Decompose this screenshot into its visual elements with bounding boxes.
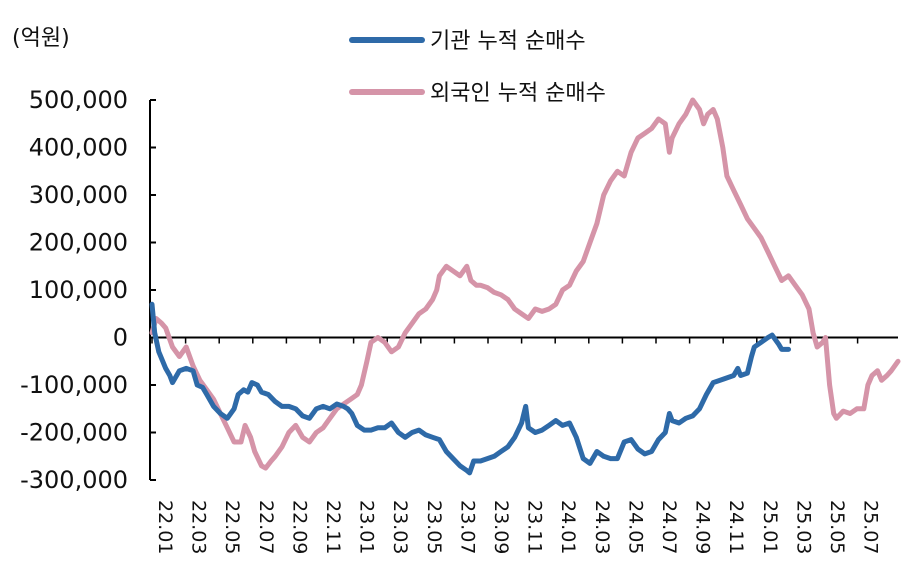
series-layer <box>149 97 901 476</box>
y-tick-label: -300,000 <box>20 466 128 494</box>
x-tick-label: 23.07 <box>456 500 478 554</box>
x-tick-label: 22.07 <box>255 500 277 554</box>
x-tick-label: 25.05 <box>826 500 848 554</box>
x-tick-label: 24.07 <box>658 500 680 554</box>
x-axis: 22.01 22.03 22.05 22.07 22.09 22.11 23.01 23.03… <box>150 336 898 554</box>
x-tick-label: 24.01 <box>557 500 579 554</box>
legend-label-institution: 기관 누적 순매수 <box>430 29 586 54</box>
x-tick-label: 23.09 <box>490 500 512 554</box>
y-tick-label: 0 <box>113 324 128 352</box>
x-tick-label: 23.11 <box>524 500 546 554</box>
x-tick-label: 22.09 <box>288 500 310 554</box>
y-tick-label: -100,000 <box>20 371 128 399</box>
unit-label: (억원) <box>12 26 70 51</box>
x-tick-label: 22.11 <box>322 500 344 554</box>
series-line-foreign <box>149 97 901 471</box>
y-tick-label: 400,000 <box>29 134 128 162</box>
legend: 기관 누적 순매수 외국인 누적 순매수 <box>349 29 606 106</box>
x-tick-label: 23.01 <box>356 500 378 554</box>
x-tick-label: 25.03 <box>792 500 814 554</box>
y-tick-label: 100,000 <box>29 276 128 304</box>
x-tick-label: 24.09 <box>692 500 714 554</box>
y-tick-label: -200,000 <box>20 419 128 447</box>
x-tick-label: 25.01 <box>759 500 781 554</box>
legend-label-foreign: 외국인 누적 순매수 <box>430 81 606 106</box>
x-tick-label: 25.07 <box>860 500 882 554</box>
x-tick-label: 24.05 <box>624 500 646 554</box>
series-line-institution <box>149 301 791 476</box>
x-tick-label: 22.01 <box>154 500 176 554</box>
x-tick-label: 22.03 <box>188 500 210 554</box>
x-tick-label: 22.05 <box>221 500 243 554</box>
x-tick-label: 23.05 <box>423 500 445 554</box>
y-tick-label: 500,000 <box>29 86 128 114</box>
y-tick-label: 300,000 <box>29 181 128 209</box>
x-tick-label: 24.03 <box>591 500 613 554</box>
y-axis: 500,000 400,000 300,000 200,000 100,000 0 -100… <box>20 86 156 494</box>
x-tick-label: 24.11 <box>725 500 747 554</box>
x-tick-label: 23.03 <box>389 500 411 554</box>
y-tick-label: 200,000 <box>29 229 128 257</box>
